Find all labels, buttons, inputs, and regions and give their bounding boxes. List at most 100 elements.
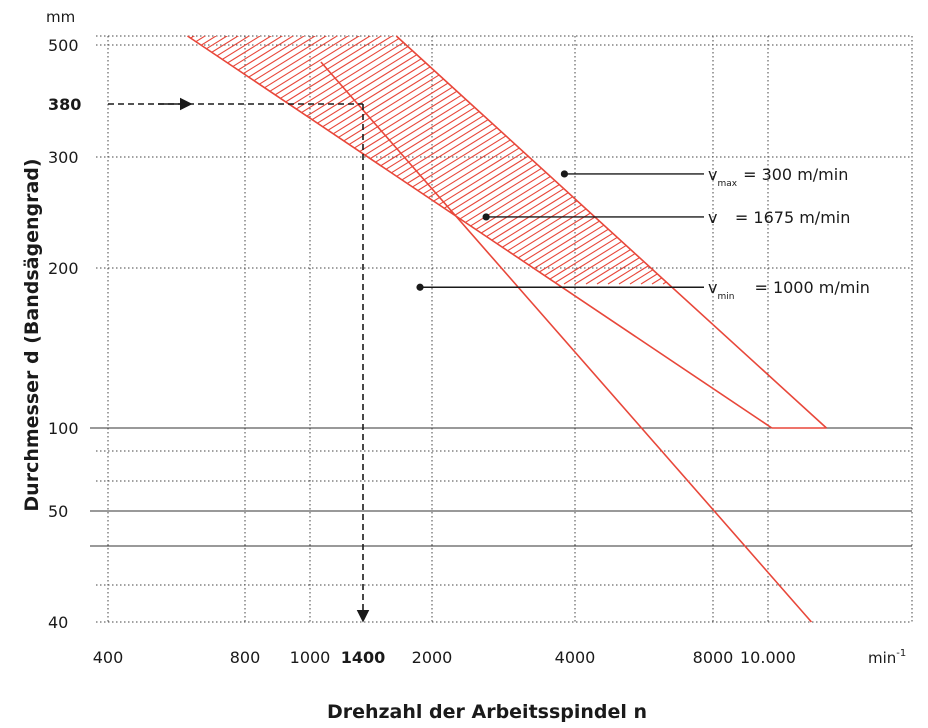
hatch-line (805, 36, 827, 285)
hatch-line (187, 36, 551, 285)
hatch-line (187, 36, 827, 285)
hatch-line (453, 36, 827, 285)
hatch-line (728, 36, 827, 285)
hatch-line (552, 36, 827, 285)
reading-guide (108, 97, 370, 623)
hatch-line (519, 36, 827, 285)
hatch-line (387, 36, 827, 285)
grid-lines (90, 35, 913, 623)
hatch-line (618, 36, 827, 285)
hatch-line (816, 36, 827, 285)
hatch-line (695, 36, 827, 285)
hatch-line (189, 36, 827, 285)
hatch-line (187, 36, 661, 285)
hatch-line (255, 36, 827, 285)
y-tick-label: 50 (48, 502, 68, 521)
y-unit-label: mm (46, 8, 75, 26)
x-tick-label: 8000 (693, 648, 734, 667)
hatch-line (717, 36, 827, 285)
hatch-line (354, 36, 827, 285)
hatch-line (916, 0, 928, 284)
hatch-line (299, 36, 827, 285)
hatch-line (187, 36, 827, 285)
hatch-line (187, 36, 716, 285)
tick-labels: 400 800 1000 1400 2000 4000 8000 10.000 500 380 30… (48, 36, 796, 667)
hatch-line (187, 36, 827, 285)
hatch-line (420, 36, 827, 285)
hatch-line (187, 36, 827, 285)
hatch-line (187, 36, 760, 285)
hatch-line (187, 36, 827, 285)
hatch-line (662, 36, 827, 285)
hatch-line (508, 36, 827, 285)
hatch-line (475, 36, 827, 285)
hatch-line (772, 36, 827, 285)
vmin-line (187, 35, 773, 429)
hatch-line (905, 0, 928, 284)
hatched-band (187, 0, 928, 285)
hatch-line (486, 36, 827, 285)
hatch-line (187, 36, 683, 285)
x-unit-label: min-1 (868, 648, 906, 667)
hatch-line (684, 36, 827, 285)
hatch-line (187, 36, 827, 285)
hatch-line (850, 0, 928, 284)
hatch-line (187, 36, 650, 285)
hatch-line (839, 0, 928, 284)
hatch-line (187, 36, 639, 285)
hatch-line (332, 36, 827, 285)
hatch-line (310, 36, 827, 285)
hatch-line (828, 0, 928, 284)
hatch-line (872, 0, 928, 284)
hatch-line (706, 36, 827, 285)
hatch-line (861, 0, 928, 284)
hatch-line (673, 36, 827, 285)
hatch-line (409, 36, 827, 285)
hatch-line (187, 36, 827, 285)
hatch-line (187, 36, 826, 285)
x-tick-label: 1000 (290, 648, 331, 667)
hatch-line (187, 36, 815, 285)
hatch-line (187, 36, 827, 285)
hatch-line (442, 36, 827, 285)
annotation-label: v = 1675 m/min (708, 208, 850, 232)
hatch-line (187, 36, 827, 285)
hatch-line (464, 36, 827, 285)
hatch-line (365, 36, 827, 285)
hatch-line (187, 36, 738, 285)
x-tick-label: 4000 (555, 648, 596, 667)
y-tick-label: 40 (48, 613, 68, 632)
hatch-line (187, 36, 573, 285)
hatch-line (651, 36, 827, 285)
y-tick-label: 200 (48, 259, 79, 278)
hatch-line (563, 36, 827, 285)
y-tick-label: 380 (48, 95, 81, 114)
hatch-line (187, 36, 827, 285)
hatch-line (321, 36, 827, 285)
hatch-line (376, 36, 827, 285)
hatch-line (530, 36, 827, 285)
hatch-line (187, 36, 606, 285)
hatch-line (266, 36, 827, 285)
hatch-line (783, 36, 827, 285)
x-tick-label: 1400 (341, 648, 386, 667)
hatch-line (794, 36, 827, 285)
speed-lines (187, 35, 827, 623)
hatch-line (640, 36, 827, 285)
v-line (320, 61, 813, 623)
hatch-line (750, 36, 827, 285)
hatch-line (585, 36, 827, 285)
hatch-line (187, 36, 595, 285)
hatch-line (343, 36, 827, 285)
annotation-label: vmin = 1000 m/min (708, 278, 870, 302)
x-tick-label: 400 (93, 648, 124, 667)
hatch-line (883, 0, 928, 284)
hatch-line (596, 36, 827, 285)
y-tick-label: 500 (48, 36, 79, 55)
x-axis-title: Drehzahl der Arbeitsspindel n (327, 701, 647, 723)
hatch-line (431, 36, 827, 285)
hatch-line (187, 36, 827, 285)
y-tick-label: 100 (48, 419, 79, 438)
hatch-line (187, 36, 827, 285)
